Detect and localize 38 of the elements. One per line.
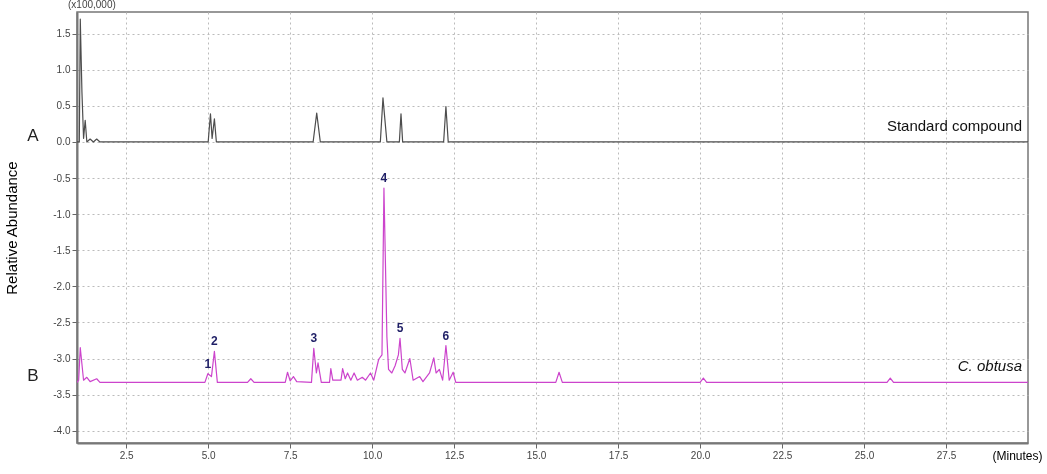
x-tick-label: 5.0: [201, 449, 217, 461]
y-tick-label: -1.5: [53, 244, 71, 256]
y-tick-label: -0.5: [53, 172, 71, 184]
y-tick-label: -2.5: [53, 316, 71, 328]
annotation: 5: [396, 321, 404, 336]
x-tick-label: 2.5: [119, 449, 135, 461]
text: A: [27, 125, 40, 145]
line-series: [77, 187, 1028, 383]
y-tick-label: -1.0: [53, 208, 71, 220]
y-tick-label: 0.5: [56, 100, 71, 112]
y-tick-label: -3.0: [53, 353, 71, 365]
annotation: 3: [310, 331, 318, 346]
y-tick-label: -4.0: [53, 425, 71, 437]
y-tick-label: 1.0: [56, 64, 71, 76]
x-tick-label: 22.5: [772, 449, 793, 461]
x-tick-label: 10.0: [362, 449, 383, 461]
y-tick-label: 0.0: [56, 136, 71, 148]
text: (x100,000): [68, 0, 116, 10]
y-tick-label: 1.5: [56, 28, 71, 40]
annotation: 1: [204, 356, 212, 371]
x-tick-label: 15.0: [526, 449, 547, 461]
annotation: 6: [442, 328, 450, 343]
text: B: [27, 366, 39, 386]
x-tick-label: 25.0: [854, 449, 875, 461]
x-tick-label: 20.0: [690, 449, 711, 461]
annotation: 4: [380, 171, 388, 186]
x-tick-label: 27.5: [936, 449, 957, 461]
y-tick-label: -3.5: [53, 389, 71, 401]
x-tick-label: 7.5: [283, 449, 299, 461]
x-axis-title: (Minutes): [992, 448, 1043, 463]
series-label: Standard compound: [886, 116, 1022, 134]
y-tick-label: -2.0: [53, 280, 71, 292]
x-tick-label: 17.5: [608, 449, 629, 461]
annotation: 2: [211, 334, 219, 349]
series-label: C. obtusa: [957, 357, 1022, 375]
x-tick-label: 12.5: [444, 449, 465, 461]
line-series: [77, 18, 1028, 143]
y-axis-title: Relative Abundance: [2, 161, 20, 295]
